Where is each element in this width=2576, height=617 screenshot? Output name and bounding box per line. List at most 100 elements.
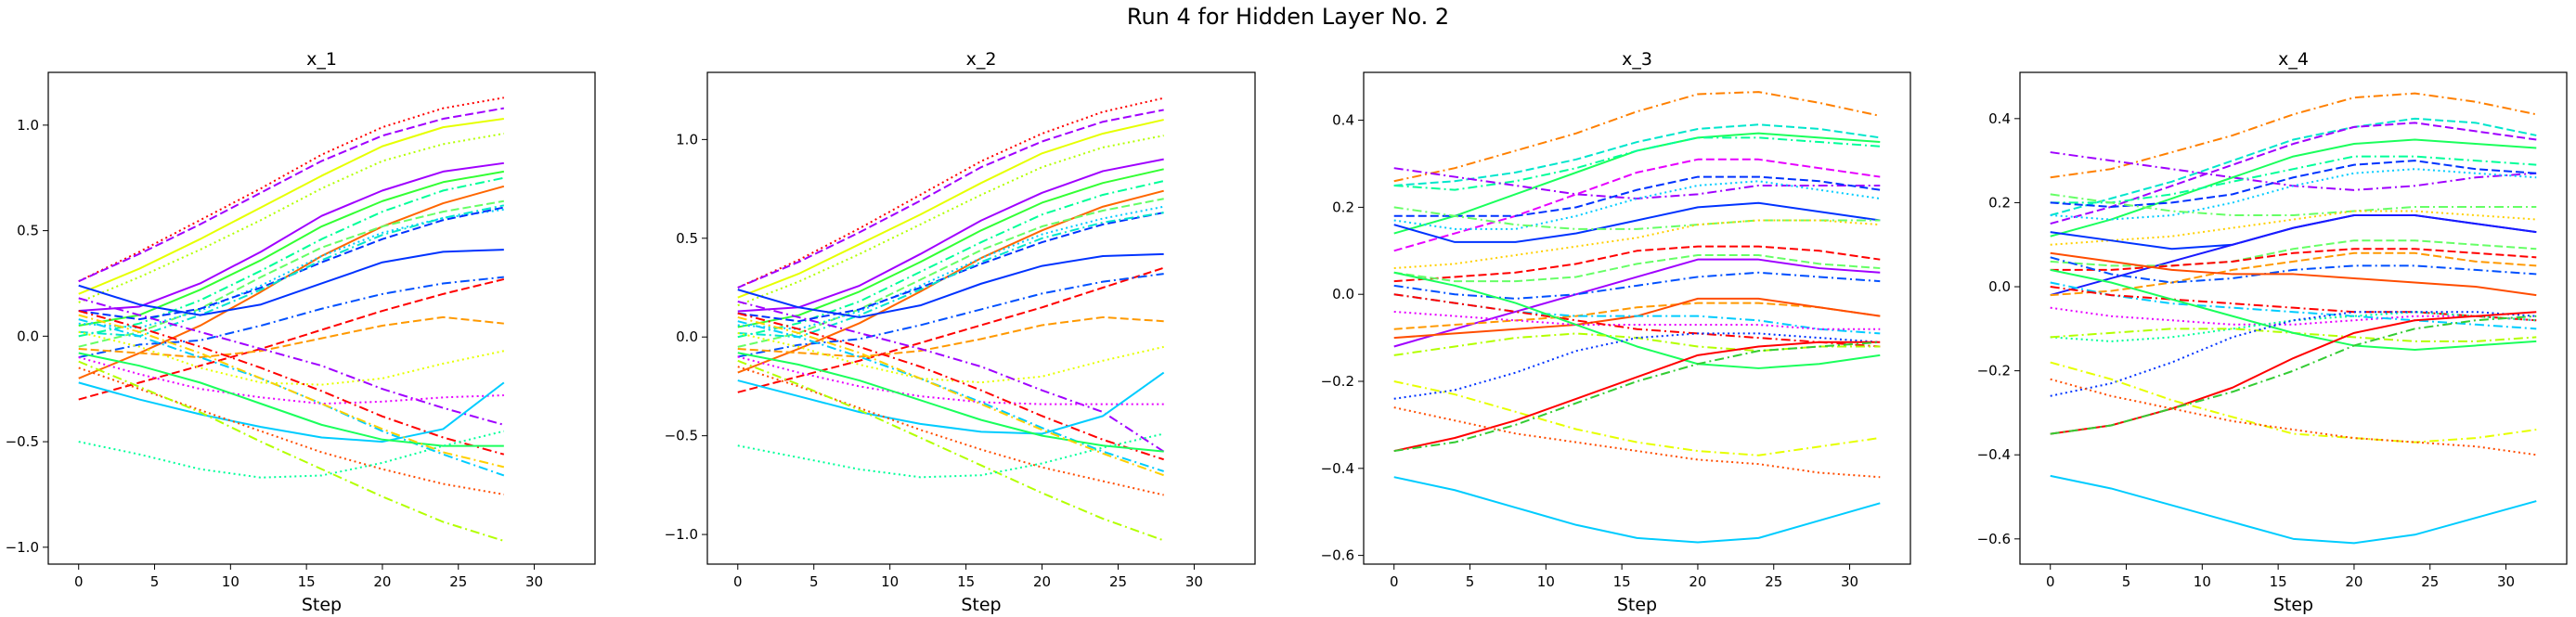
series-line-27 <box>78 314 505 469</box>
series-line-10 <box>737 205 1164 330</box>
series-line-13 <box>737 252 1164 318</box>
series-line-19 <box>2050 281 2537 330</box>
x-tick-label: 15 <box>2270 573 2287 590</box>
series-line-29 <box>2050 474 2537 545</box>
series-line-12 <box>2050 214 2537 297</box>
series-line-7 <box>737 180 1164 339</box>
x-tick-label: 5 <box>1466 573 1475 590</box>
series-group <box>1393 91 1881 544</box>
series-line-14 <box>2050 248 2537 271</box>
series-line-16 <box>1393 302 1881 330</box>
series-line-20 <box>78 310 505 456</box>
series-line-12 <box>78 204 505 338</box>
y-tick-label: 0.2 <box>1332 199 1354 215</box>
series-line-25 <box>2050 311 2537 435</box>
figure-title: Run 4 for Hidden Layer No. 2 <box>1126 4 1450 30</box>
series-line-28 <box>2050 378 2537 456</box>
subplot-title: x_3 <box>1622 49 1652 70</box>
y-tick-label: −0.5 <box>6 433 39 450</box>
series-line-13 <box>78 249 504 316</box>
y-tick-label: 1.0 <box>676 131 698 148</box>
series-line-13 <box>2050 239 2537 267</box>
series-line-1 <box>1393 91 1881 183</box>
series-line-17 <box>1393 297 1881 340</box>
x-axis-label: Step <box>302 595 342 615</box>
series-line-25 <box>1393 341 1881 453</box>
series-line-20 <box>1393 293 1881 348</box>
series-line-2 <box>1393 123 1881 186</box>
y-tick-label: 0.0 <box>17 328 39 344</box>
x-tick-label: 20 <box>1033 573 1051 590</box>
series-line-6 <box>2050 155 2537 204</box>
series-line-20 <box>2050 286 2537 322</box>
x-tick-label: 10 <box>2194 573 2211 590</box>
x-tick-label: 20 <box>2345 573 2362 590</box>
x-tick-label: 25 <box>1109 573 1127 590</box>
series-line-5 <box>737 158 1164 313</box>
series-line-14 <box>78 277 505 401</box>
series-line-21 <box>78 318 505 477</box>
series-line-22 <box>2050 328 2537 342</box>
y-tick-label: 1.0 <box>17 117 39 134</box>
x-tick-label: 0 <box>733 573 743 590</box>
series-line-15 <box>2050 251 2537 297</box>
series-line-5 <box>1393 167 1881 200</box>
series-line-2 <box>78 107 505 283</box>
x-tick-label: 10 <box>881 573 899 590</box>
series-line-19 <box>78 356 504 405</box>
series-line-2 <box>737 109 1164 289</box>
y-tick-label: −0.2 <box>1977 363 2011 379</box>
series-line-14 <box>1393 258 1881 348</box>
x-tick-label: 20 <box>373 573 391 590</box>
series-line-9 <box>737 198 1164 348</box>
series-line-4 <box>1393 136 1881 191</box>
axes-frame <box>47 71 596 565</box>
series-line-9 <box>2050 193 2537 217</box>
series-group <box>737 96 1165 542</box>
series-line-1 <box>78 96 505 283</box>
series-line-23 <box>1393 332 1881 400</box>
y-tick-label: −0.2 <box>1321 373 1354 390</box>
series-line-24 <box>737 366 1164 496</box>
series-line-28 <box>1393 476 1881 544</box>
series-line-17 <box>737 331 1164 384</box>
subplot-title: x_4 <box>2278 49 2309 70</box>
subplot-title: x_2 <box>966 49 997 70</box>
series-line-15 <box>737 273 1164 358</box>
y-tick-label: −0.6 <box>1977 531 2011 547</box>
series-line-27 <box>737 315 1165 477</box>
series-line-4 <box>2050 122 2537 225</box>
series-line-8 <box>737 189 1164 374</box>
axes-frame <box>1363 71 1911 565</box>
x-tick-label: 10 <box>222 573 239 590</box>
y-tick-label: −0.5 <box>665 428 698 444</box>
series-line-7 <box>1393 180 1881 230</box>
series-line-2 <box>2050 117 2537 216</box>
x-tick-label: 30 <box>2497 573 2515 590</box>
y-tick-label: 0.5 <box>17 223 39 239</box>
series-line-6 <box>78 170 505 327</box>
series-group <box>2050 92 2537 545</box>
x-tick-label: 0 <box>1390 573 1399 590</box>
series-line-21 <box>1393 271 1881 369</box>
series-line-24 <box>2050 311 2537 397</box>
subplot-x_4: 0 5 10 15 20 25 30 −0.6 −0.4 −0.2 0.0 0.2 0.4 x_4 Step <box>1977 49 2568 615</box>
x-tick-label: 5 <box>150 573 160 590</box>
y-tick-label: −0.4 <box>1977 446 2011 463</box>
series-line-26 <box>2050 315 2537 435</box>
series-line-10 <box>78 208 504 329</box>
series-line-27 <box>2050 361 2537 443</box>
x-tick-label: 0 <box>2046 573 2055 590</box>
series-line-11 <box>78 206 505 321</box>
series-line-8 <box>1393 175 1881 217</box>
series-line-6 <box>737 168 1164 328</box>
subplot-title: x_1 <box>306 49 337 70</box>
series-line-13 <box>1393 253 1881 283</box>
series-line-3 <box>78 118 504 295</box>
axes-frame <box>706 71 1256 565</box>
x-axis-label: Step <box>1617 595 1657 615</box>
series-line-15 <box>1393 271 1881 300</box>
x-tick-label: 25 <box>2421 573 2439 590</box>
series-line-16 <box>2050 256 2537 284</box>
